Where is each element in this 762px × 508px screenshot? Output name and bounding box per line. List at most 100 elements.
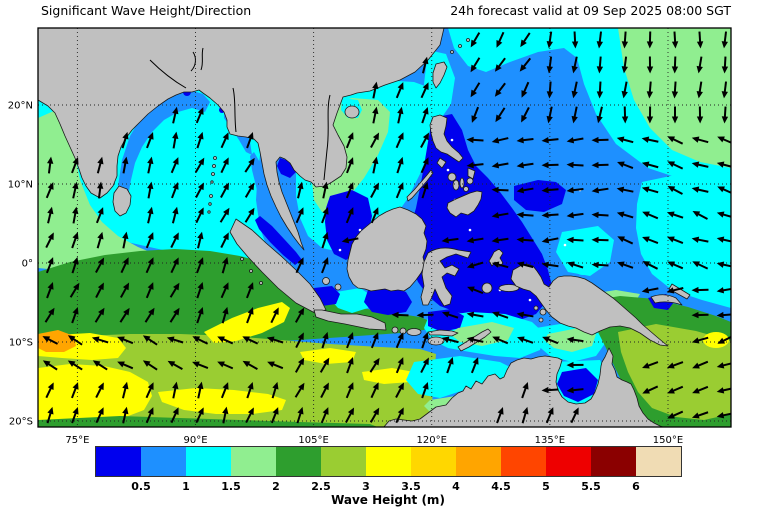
wave-direction-arrow bbox=[421, 186, 427, 199]
wave-direction-arrowhead bbox=[47, 406, 54, 415]
wave-direction-arrowhead bbox=[72, 306, 79, 315]
wave-direction-arrow bbox=[196, 311, 203, 324]
wave-direction-arrow bbox=[320, 386, 328, 399]
wave-direction-arrowhead bbox=[470, 89, 477, 98]
wave-direction-arrow bbox=[571, 187, 584, 192]
land-asia-mainland bbox=[38, 28, 445, 251]
wave-direction-arrowhead bbox=[591, 211, 599, 219]
wave-direction-arrow bbox=[621, 138, 634, 144]
wave-direction-arrowhead bbox=[397, 382, 404, 391]
wave-direction-arrowhead bbox=[492, 336, 500, 343]
wave-direction-arrowhead bbox=[341, 237, 350, 244]
wave-direction-arrowhead bbox=[491, 212, 500, 219]
wave-region-nw-australia-cyan bbox=[406, 356, 524, 398]
valid-time-label: 24h forecast valid at 09 Sep 2025 08:00 … bbox=[450, 3, 731, 18]
wave-direction-arrowhead bbox=[47, 282, 54, 290]
wave-direction-arrowhead bbox=[641, 136, 650, 143]
wave-direction-arrowhead bbox=[416, 311, 424, 319]
land-belitung bbox=[334, 283, 342, 291]
wave-direction-arrowhead bbox=[242, 360, 251, 368]
graticule-grid bbox=[38, 28, 731, 427]
wave-direction-arrowhead bbox=[591, 236, 599, 244]
wave-direction-arrowhead bbox=[441, 237, 449, 244]
wave-direction-arrow bbox=[696, 262, 709, 270]
wave-direction-arrowhead bbox=[642, 387, 650, 394]
wave-direction-arrowhead bbox=[496, 40, 503, 48]
land-taiwan bbox=[432, 61, 448, 89]
wave-direction-arrow bbox=[220, 386, 228, 399]
wave-direction-arrow bbox=[295, 261, 303, 274]
wave-direction-arrowhead bbox=[72, 231, 79, 240]
lat-tick-label: 20°S bbox=[9, 417, 33, 428]
wave-direction-arrowhead bbox=[716, 236, 725, 243]
wave-direction-arrowhead bbox=[717, 186, 725, 193]
colorbar-segment bbox=[411, 447, 456, 476]
wave-direction-arrowhead bbox=[541, 211, 549, 219]
wave-direction-arrowhead bbox=[197, 257, 204, 265]
wave-direction-arrowhead bbox=[147, 382, 154, 390]
wave-direction-arrowhead bbox=[596, 91, 604, 99]
wave-direction-arrow bbox=[521, 263, 534, 269]
wave-direction-arrowhead bbox=[621, 116, 629, 124]
land-flores bbox=[427, 329, 459, 337]
wave-direction-arrowhead bbox=[322, 357, 330, 366]
wave-direction-arrowhead bbox=[222, 382, 229, 390]
wave-direction-arrowhead bbox=[297, 332, 304, 341]
wave-direction-arrow bbox=[171, 338, 184, 344]
wave-direction-arrowhead bbox=[621, 66, 628, 74]
wave-direction-arrowhead bbox=[123, 307, 130, 316]
wave-region-andaman-coastal-rim bbox=[250, 152, 272, 218]
wave-direction-arrowhead bbox=[72, 206, 79, 215]
wave-direction-arrowhead bbox=[422, 132, 430, 141]
land-sri-lanka bbox=[112, 185, 132, 217]
colorbar: 0.5 1 1.5 2 2.5 3 3.5 4 4.5 5 5.5 6 Wave Height (m) bbox=[95, 446, 682, 507]
wave-direction-arrows bbox=[42, 31, 731, 424]
wave-direction-arrow bbox=[120, 261, 128, 274]
land-new-guinea bbox=[510, 263, 669, 347]
wave-direction-arrowhead bbox=[466, 136, 474, 144]
wave-direction-arrowhead bbox=[222, 157, 229, 166]
colorbar-tick-value: 4.5 bbox=[491, 480, 511, 493]
wave-direction-arrowhead bbox=[172, 407, 179, 415]
wave-direction-arrowhead bbox=[566, 212, 574, 219]
wave-direction-arrow bbox=[245, 411, 253, 424]
wave-region-malacca-strait bbox=[255, 216, 302, 265]
wave-direction-arrow bbox=[395, 386, 403, 398]
wave-direction-arrowhead bbox=[491, 237, 499, 244]
wave-direction-arrowhead bbox=[671, 116, 679, 124]
wave-direction-arrowhead bbox=[491, 137, 500, 144]
wave-direction-arrowhead bbox=[546, 66, 553, 74]
wave-direction-arrowhead bbox=[566, 361, 574, 369]
wave-direction-arrow bbox=[96, 236, 102, 249]
wave-direction-arrow bbox=[522, 57, 532, 69]
wave-direction-arrowhead bbox=[97, 382, 104, 391]
wave-direction-arrow bbox=[171, 186, 178, 199]
wave-direction-arrowhead bbox=[716, 311, 724, 319]
land-ryukyu-islands bbox=[450, 38, 470, 54]
wave-direction-arrowhead bbox=[721, 91, 728, 99]
land-kai bbox=[533, 305, 539, 311]
wave-direction-arrow bbox=[646, 163, 659, 169]
lon-tick-label: 105°E bbox=[298, 435, 328, 446]
land-palawan bbox=[406, 169, 434, 202]
wave-direction-arrow bbox=[370, 211, 378, 224]
wave-direction-arrowhead bbox=[192, 336, 201, 343]
lon-tick-label: 150°E bbox=[653, 435, 683, 446]
land-luzon bbox=[429, 114, 464, 163]
land-aru-2 bbox=[538, 317, 544, 323]
wave-direction-arrow bbox=[545, 411, 553, 424]
wave-direction-arrow bbox=[122, 411, 127, 424]
wave-direction-arrowhead bbox=[516, 162, 524, 169]
wave-direction-arrowhead bbox=[667, 161, 676, 168]
wave-direction-arrowhead bbox=[47, 382, 54, 391]
wave-direction-arrowhead bbox=[397, 156, 404, 165]
wave-direction-arrowhead bbox=[222, 182, 230, 191]
wave-direction-arrowhead bbox=[98, 307, 105, 316]
wave-direction-arrowhead bbox=[691, 286, 699, 294]
wave-direction-arrowhead bbox=[247, 132, 254, 140]
wave-direction-arrow bbox=[496, 312, 509, 319]
wave-direction-arrowhead bbox=[372, 132, 380, 141]
wave-direction-arrowhead bbox=[222, 306, 229, 315]
wave-direction-arrowhead bbox=[621, 90, 628, 99]
wave-direction-arrowhead bbox=[47, 257, 54, 265]
